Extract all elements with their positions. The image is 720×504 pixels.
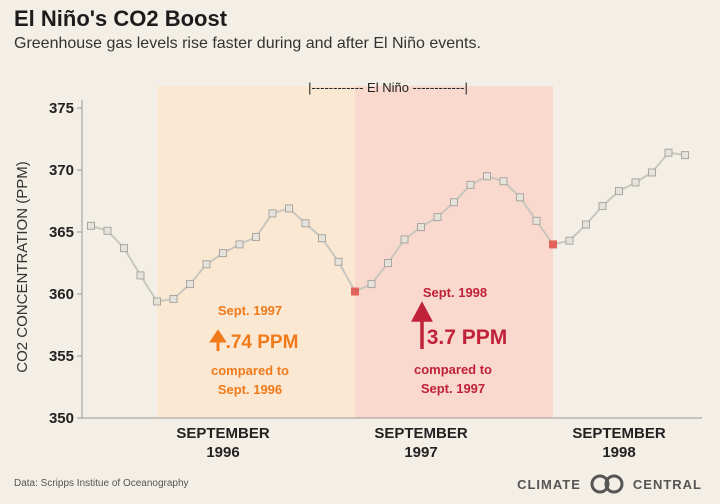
data-point <box>136 271 145 280</box>
data-point <box>87 221 95 230</box>
data-point <box>268 209 277 218</box>
data-point <box>598 201 607 210</box>
data-point <box>664 148 673 157</box>
annotation-1997-bottom2: Sept. 1996 <box>218 382 282 397</box>
y-tick-label: 355 <box>49 348 74 365</box>
page-title: El Niño's CO2 Boost <box>14 6 228 31</box>
page-subtitle: Greenhouse gas levels rise faster during… <box>14 35 481 52</box>
x-tick-label-month: SEPTEMBER <box>176 425 270 442</box>
data-point <box>450 198 458 207</box>
data-point <box>202 260 211 269</box>
y-tick-label: 360 <box>49 286 74 303</box>
data-point <box>417 223 425 232</box>
data-point <box>631 178 640 187</box>
annotation-1998: Sept. 1998 3.7 PPM compared to Sept. 199… <box>411 285 508 396</box>
data-source: Data: Scripps Institue of Oceanography <box>14 478 189 489</box>
x-tick-label-year: 1998 <box>602 444 635 461</box>
data-point <box>334 257 343 266</box>
highlight-point <box>351 287 359 296</box>
data-point <box>483 172 491 181</box>
x-tick-label-year: 1997 <box>404 444 437 461</box>
climate-central-logo-icon <box>590 474 624 494</box>
annotation-1997-top: Sept. 1997 <box>218 303 282 318</box>
highlight-point <box>549 240 557 249</box>
data-point <box>301 219 310 228</box>
annotation-1998-value: 3.7 PPM <box>427 326 508 349</box>
brand-right: CENTRAL <box>632 476 702 492</box>
data-point <box>153 297 161 306</box>
annotation-1998-bottom2: Sept. 1997 <box>421 381 485 396</box>
el-nino-band-2 <box>355 86 553 418</box>
annotation-1998-bottom1: compared to <box>414 362 492 377</box>
data-point <box>384 259 392 267</box>
data-point <box>169 294 178 303</box>
data-point <box>499 177 508 186</box>
y-tick-label: 350 <box>49 410 74 427</box>
annotation-1997-bottom1: compared to <box>211 363 289 378</box>
data-point <box>235 240 244 249</box>
data-point <box>400 235 409 244</box>
arrow-up-icon <box>209 329 227 351</box>
el-nino-band-1 <box>157 86 355 418</box>
data-point <box>318 234 326 243</box>
brand-left: CLIMATE <box>517 476 581 492</box>
x-tick-label-year: 1996 <box>206 444 239 461</box>
data-point <box>285 204 293 213</box>
data-point <box>219 249 227 258</box>
y-tick-label: 365 <box>49 224 74 241</box>
data-point <box>120 244 128 253</box>
data-point <box>648 168 656 177</box>
data-point <box>367 280 376 289</box>
y-tick-label: 370 <box>49 162 74 179</box>
data-point <box>565 236 574 245</box>
annotation-1997: Sept. 1997 .74 PPM compared to Sept. 199… <box>209 303 299 397</box>
data-point <box>516 193 524 202</box>
data-point <box>103 226 112 235</box>
data-point <box>681 151 689 160</box>
brand-logo: CLIMATE CENTRAL <box>517 474 702 494</box>
x-tick-label-month: SEPTEMBER <box>572 425 666 442</box>
data-point <box>532 216 541 225</box>
annotation-1997-value: .74 PPM <box>226 332 299 353</box>
data-point <box>186 280 194 289</box>
x-tick-label-month: SEPTEMBER <box>374 425 468 442</box>
annotation-1998-top: Sept. 1998 <box>423 285 487 300</box>
y-tick-label: 375 <box>49 100 74 117</box>
data-point <box>252 232 260 241</box>
y-axis-label: CO2 CONCENTRATION (PPM) <box>14 161 31 372</box>
el-nino-band-label: |------------ El Niño ------------| <box>308 80 468 95</box>
arrow-up-large-icon <box>411 301 433 349</box>
data-point <box>615 187 623 196</box>
data-point <box>433 213 442 222</box>
data-point <box>582 220 590 229</box>
data-point <box>466 180 475 189</box>
